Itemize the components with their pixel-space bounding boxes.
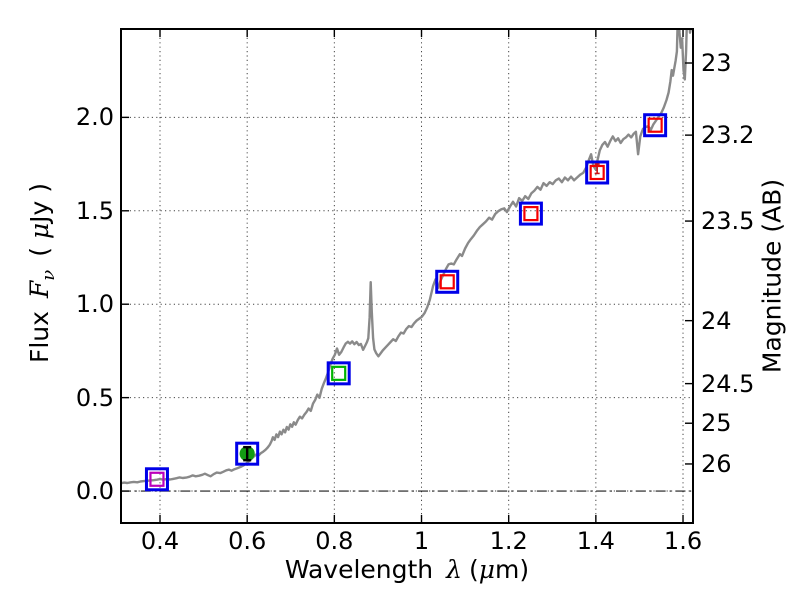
photometry-inner-square bbox=[523, 205, 539, 222]
flux-tick-label: 0.0 bbox=[75, 477, 114, 506]
photometry-inner-square bbox=[647, 117, 663, 133]
y-axis-label-right: Magnitude (AB) bbox=[757, 178, 787, 374]
lambda-symbol: λ bbox=[446, 555, 463, 584]
nu-subscript: ν bbox=[38, 269, 59, 281]
x-tick-label: 0.4 bbox=[140, 527, 180, 555]
photometry-outer-square bbox=[235, 441, 260, 466]
x-axis-unit-open: ( bbox=[469, 555, 479, 584]
photometry-inner-square bbox=[149, 471, 165, 487]
mag-tick-label: 23.2 bbox=[701, 121, 755, 150]
mu-symbol: μ bbox=[478, 555, 496, 584]
mag-tick-label: 24 bbox=[701, 306, 732, 335]
photometry-outer-square bbox=[585, 160, 610, 185]
photometry-outer-square bbox=[326, 361, 351, 386]
photometry-errorbar bbox=[594, 163, 600, 175]
x-axis-label: Wavelength λ (μm) bbox=[285, 556, 529, 583]
mag-tick-label: 23.5 bbox=[701, 207, 755, 236]
flux-tick-label: 0.5 bbox=[75, 383, 114, 412]
photometry-outer-square bbox=[518, 201, 543, 226]
photometry-outer-square bbox=[435, 269, 460, 294]
x-tick-label: 1 bbox=[413, 527, 430, 555]
x-tick-label: 0.8 bbox=[315, 527, 354, 555]
model-spectrum-line bbox=[122, 30, 692, 485]
x-tick-label: 1.6 bbox=[663, 527, 703, 555]
photometry-errorbar bbox=[243, 445, 252, 462]
x-axis-unit-close: m) bbox=[495, 555, 530, 584]
x-axis-label-text: Wavelength bbox=[284, 555, 434, 584]
mag-tick-label: 26 bbox=[701, 449, 732, 478]
photometry-outer-square bbox=[144, 467, 169, 492]
x-tick-label: 0.6 bbox=[228, 527, 267, 555]
grid-lines bbox=[121, 29, 693, 523]
x-tick-label: 1.2 bbox=[489, 527, 528, 555]
mag-tick-label: 24.5 bbox=[701, 369, 755, 398]
mag-tick-label: 25 bbox=[701, 409, 732, 438]
plot-frame bbox=[120, 28, 694, 524]
x-tick-label: 1.4 bbox=[576, 527, 615, 555]
flux-tick-label: 1.5 bbox=[75, 196, 114, 225]
flux-unit-open: ( bbox=[25, 239, 54, 257]
tick-marks bbox=[121, 29, 693, 523]
photometry-outer-square bbox=[643, 113, 668, 138]
flux-label-text: Flux bbox=[25, 311, 54, 364]
mag-tick-label: 23 bbox=[701, 49, 732, 77]
photometry-inner-square bbox=[439, 274, 455, 290]
flux-tick-label: 2.0 bbox=[75, 103, 114, 132]
flux-tick-label: 1.0 bbox=[75, 290, 114, 319]
flux-unit-mu: μ bbox=[25, 222, 54, 240]
photometry-layer bbox=[144, 113, 668, 492]
photometry-inner-square bbox=[331, 365, 347, 381]
